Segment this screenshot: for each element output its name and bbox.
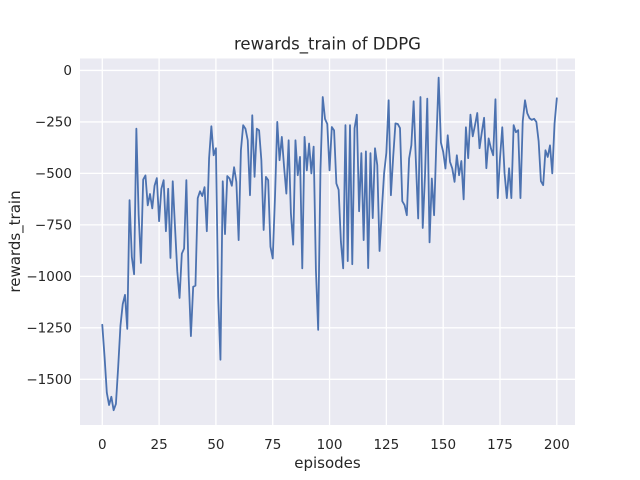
y-tick-label: 0 [63,63,72,79]
chart-title: rewards_train of DDPG [234,35,421,55]
x-tick-label: 175 [487,437,513,453]
x-tick-label: 200 [544,437,570,453]
x-tick-label: 50 [207,437,224,453]
reward-line [101,76,558,412]
y-tick-label: −500 [35,166,72,182]
y-tick-label: −1500 [26,372,72,388]
x-tick-label: 150 [430,437,456,453]
y-axis-label: rewards_train [6,190,25,292]
x-tick-label: 75 [264,437,281,453]
x-tick-label: 100 [317,437,343,453]
tick-layer: 0 25 50 75 100 125 150 175 200 0 −250 −500 −750 −1000… [26,63,569,453]
y-tick-label: −1000 [26,269,72,285]
y-tick-label: −250 [35,115,72,131]
line-layer [101,76,558,412]
x-tick-label: 25 [150,437,167,453]
x-tick-label: 125 [373,437,399,453]
plot-area [80,58,575,425]
y-tick-label: −750 [35,218,72,234]
grid-layer [80,58,575,425]
x-tick-label: 0 [98,437,107,453]
x-axis-label: episodes [294,454,361,472]
y-tick-label: −1250 [26,321,72,337]
